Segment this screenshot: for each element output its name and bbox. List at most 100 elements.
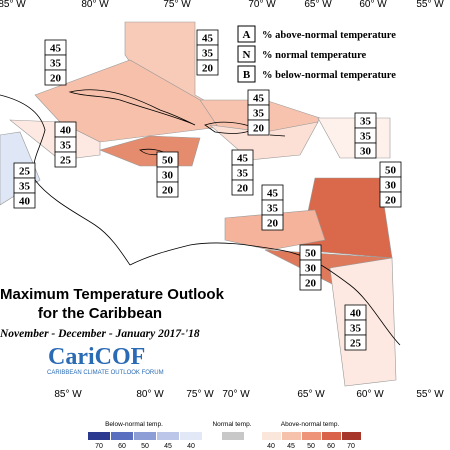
legend-key-box (237, 25, 256, 43)
probability: 30 (305, 263, 317, 275)
colorbar-swatch (88, 432, 110, 440)
colorbar-swatch (282, 432, 301, 440)
probability: 35 (19, 181, 31, 193)
colorbar-tick: 60 (118, 443, 126, 450)
title-block: Maximum Temperature Outlook for the Cari… (0, 286, 225, 376)
colorbar-tick: 40 (187, 443, 195, 450)
legend-text: % below-normal temperature (262, 70, 396, 81)
probability: 20 (267, 218, 279, 230)
probability: 35 (202, 48, 214, 60)
box-cell (44, 69, 67, 86)
probability: 30 (360, 146, 372, 158)
colorbar-swatch (134, 432, 156, 440)
probability: 35 (267, 203, 279, 215)
probability: 35 (360, 116, 372, 128)
title: for the Caribbean (38, 305, 162, 322)
probability: 45 (50, 43, 62, 55)
longitude-label: 80° W (136, 389, 164, 400)
probability: 25 (350, 338, 362, 350)
box-cell (247, 119, 270, 136)
period: November - December - January 2017-'18 (0, 328, 200, 340)
probability: 35 (237, 168, 249, 180)
colorbar-swatch (111, 432, 133, 440)
longitude-label: 60° W (356, 389, 384, 400)
longitude-labels: 85° W 80° W 75° W 70° W 65° W 60° W 55° W 85° W… (0, 0, 444, 400)
probability: 50 (305, 248, 317, 260)
probability-boxes: 45 35 20 45 35 20 45 35 20 40 35 25 35 35 30 25 35 40 50 30… (13, 29, 402, 351)
probability: 20 (305, 278, 317, 290)
probability: 20 (162, 185, 174, 197)
box-cell (354, 142, 377, 159)
probability: 35 (60, 140, 72, 152)
colorbar-swatch (342, 432, 361, 440)
probability: 50 (385, 165, 397, 177)
colorbar-tick: 45 (287, 443, 295, 450)
legend-key-box (237, 45, 256, 63)
logo-name: CariCOF (48, 344, 145, 370)
longitude-label: 55° W (416, 389, 444, 400)
coastline (129, 242, 401, 346)
probability: 45 (237, 153, 249, 165)
probability: 20 (385, 195, 397, 207)
longitude-label: 80° W (81, 0, 109, 10)
colorbar-label: Normal temp. (212, 421, 251, 428)
probability: 35 (253, 108, 265, 120)
probability: 20 (237, 183, 249, 195)
probability: 30 (162, 170, 174, 182)
colorbar-label: Above-normal temp. (281, 421, 340, 428)
probability: 25 (60, 155, 72, 167)
probability: 35 (360, 131, 372, 143)
probability: 25 (19, 166, 31, 178)
legend-text: % normal temperature (262, 50, 367, 61)
longitude-label: 75° W (186, 389, 214, 400)
colorbar-tick: 45 (164, 443, 172, 450)
colorbar-swatch (157, 432, 179, 440)
longitude-label: 85° W (0, 0, 26, 10)
probability: 20 (202, 63, 214, 75)
colorbar-tick: 40 (267, 443, 275, 450)
legend-text: % above-normal temperature (262, 30, 396, 41)
probability: 50 (162, 155, 174, 167)
colorbar-tick: 50 (141, 443, 149, 450)
longitude-label: 65° W (304, 0, 332, 10)
probability: 40 (350, 308, 362, 320)
legend-panel (235, 22, 415, 86)
box-cell (344, 334, 367, 351)
probability: 35 (50, 58, 62, 70)
probability: 45 (267, 188, 279, 200)
coastline (269, 134, 286, 137)
probability: 40 (60, 125, 72, 137)
probability: 45 (202, 33, 214, 45)
legend: A % above-normal temperature N % normal tem… (235, 22, 415, 86)
colorbar-tick: 70 (347, 443, 355, 450)
probability: 20 (50, 73, 62, 85)
legend-key: B (243, 69, 251, 81)
box-cell (156, 181, 179, 198)
colorbar-tick: 60 (327, 443, 335, 450)
longitude-label: 60° W (359, 0, 387, 10)
coastline (68, 89, 196, 126)
longitude-label: 70° W (222, 389, 250, 400)
legend-key: N (243, 49, 251, 61)
box-cell (231, 179, 254, 196)
probability: 20 (253, 123, 265, 135)
colorbar-swatch (322, 432, 341, 440)
box-cell (13, 192, 36, 209)
legend-key: A (243, 29, 251, 41)
box-cell (299, 274, 322, 291)
legend-key-box (237, 65, 256, 83)
colorbar-label: Below-normal temp. (105, 421, 163, 428)
logo-subtitle: CARIBBEAN CLIMATE OUTLOOK FORUM (47, 370, 164, 376)
colorbar-swatch (302, 432, 321, 440)
longitude-label: 65° W (297, 389, 325, 400)
box-cell (54, 151, 77, 168)
probability: 45 (253, 93, 265, 105)
box-cell (261, 214, 284, 231)
longitude-label: 55° W (416, 0, 444, 10)
colorbar-tick: 50 (307, 443, 315, 450)
box-cell (196, 59, 219, 76)
title: Maximum Temperature Outlook (0, 286, 225, 303)
probability: 30 (385, 180, 397, 192)
